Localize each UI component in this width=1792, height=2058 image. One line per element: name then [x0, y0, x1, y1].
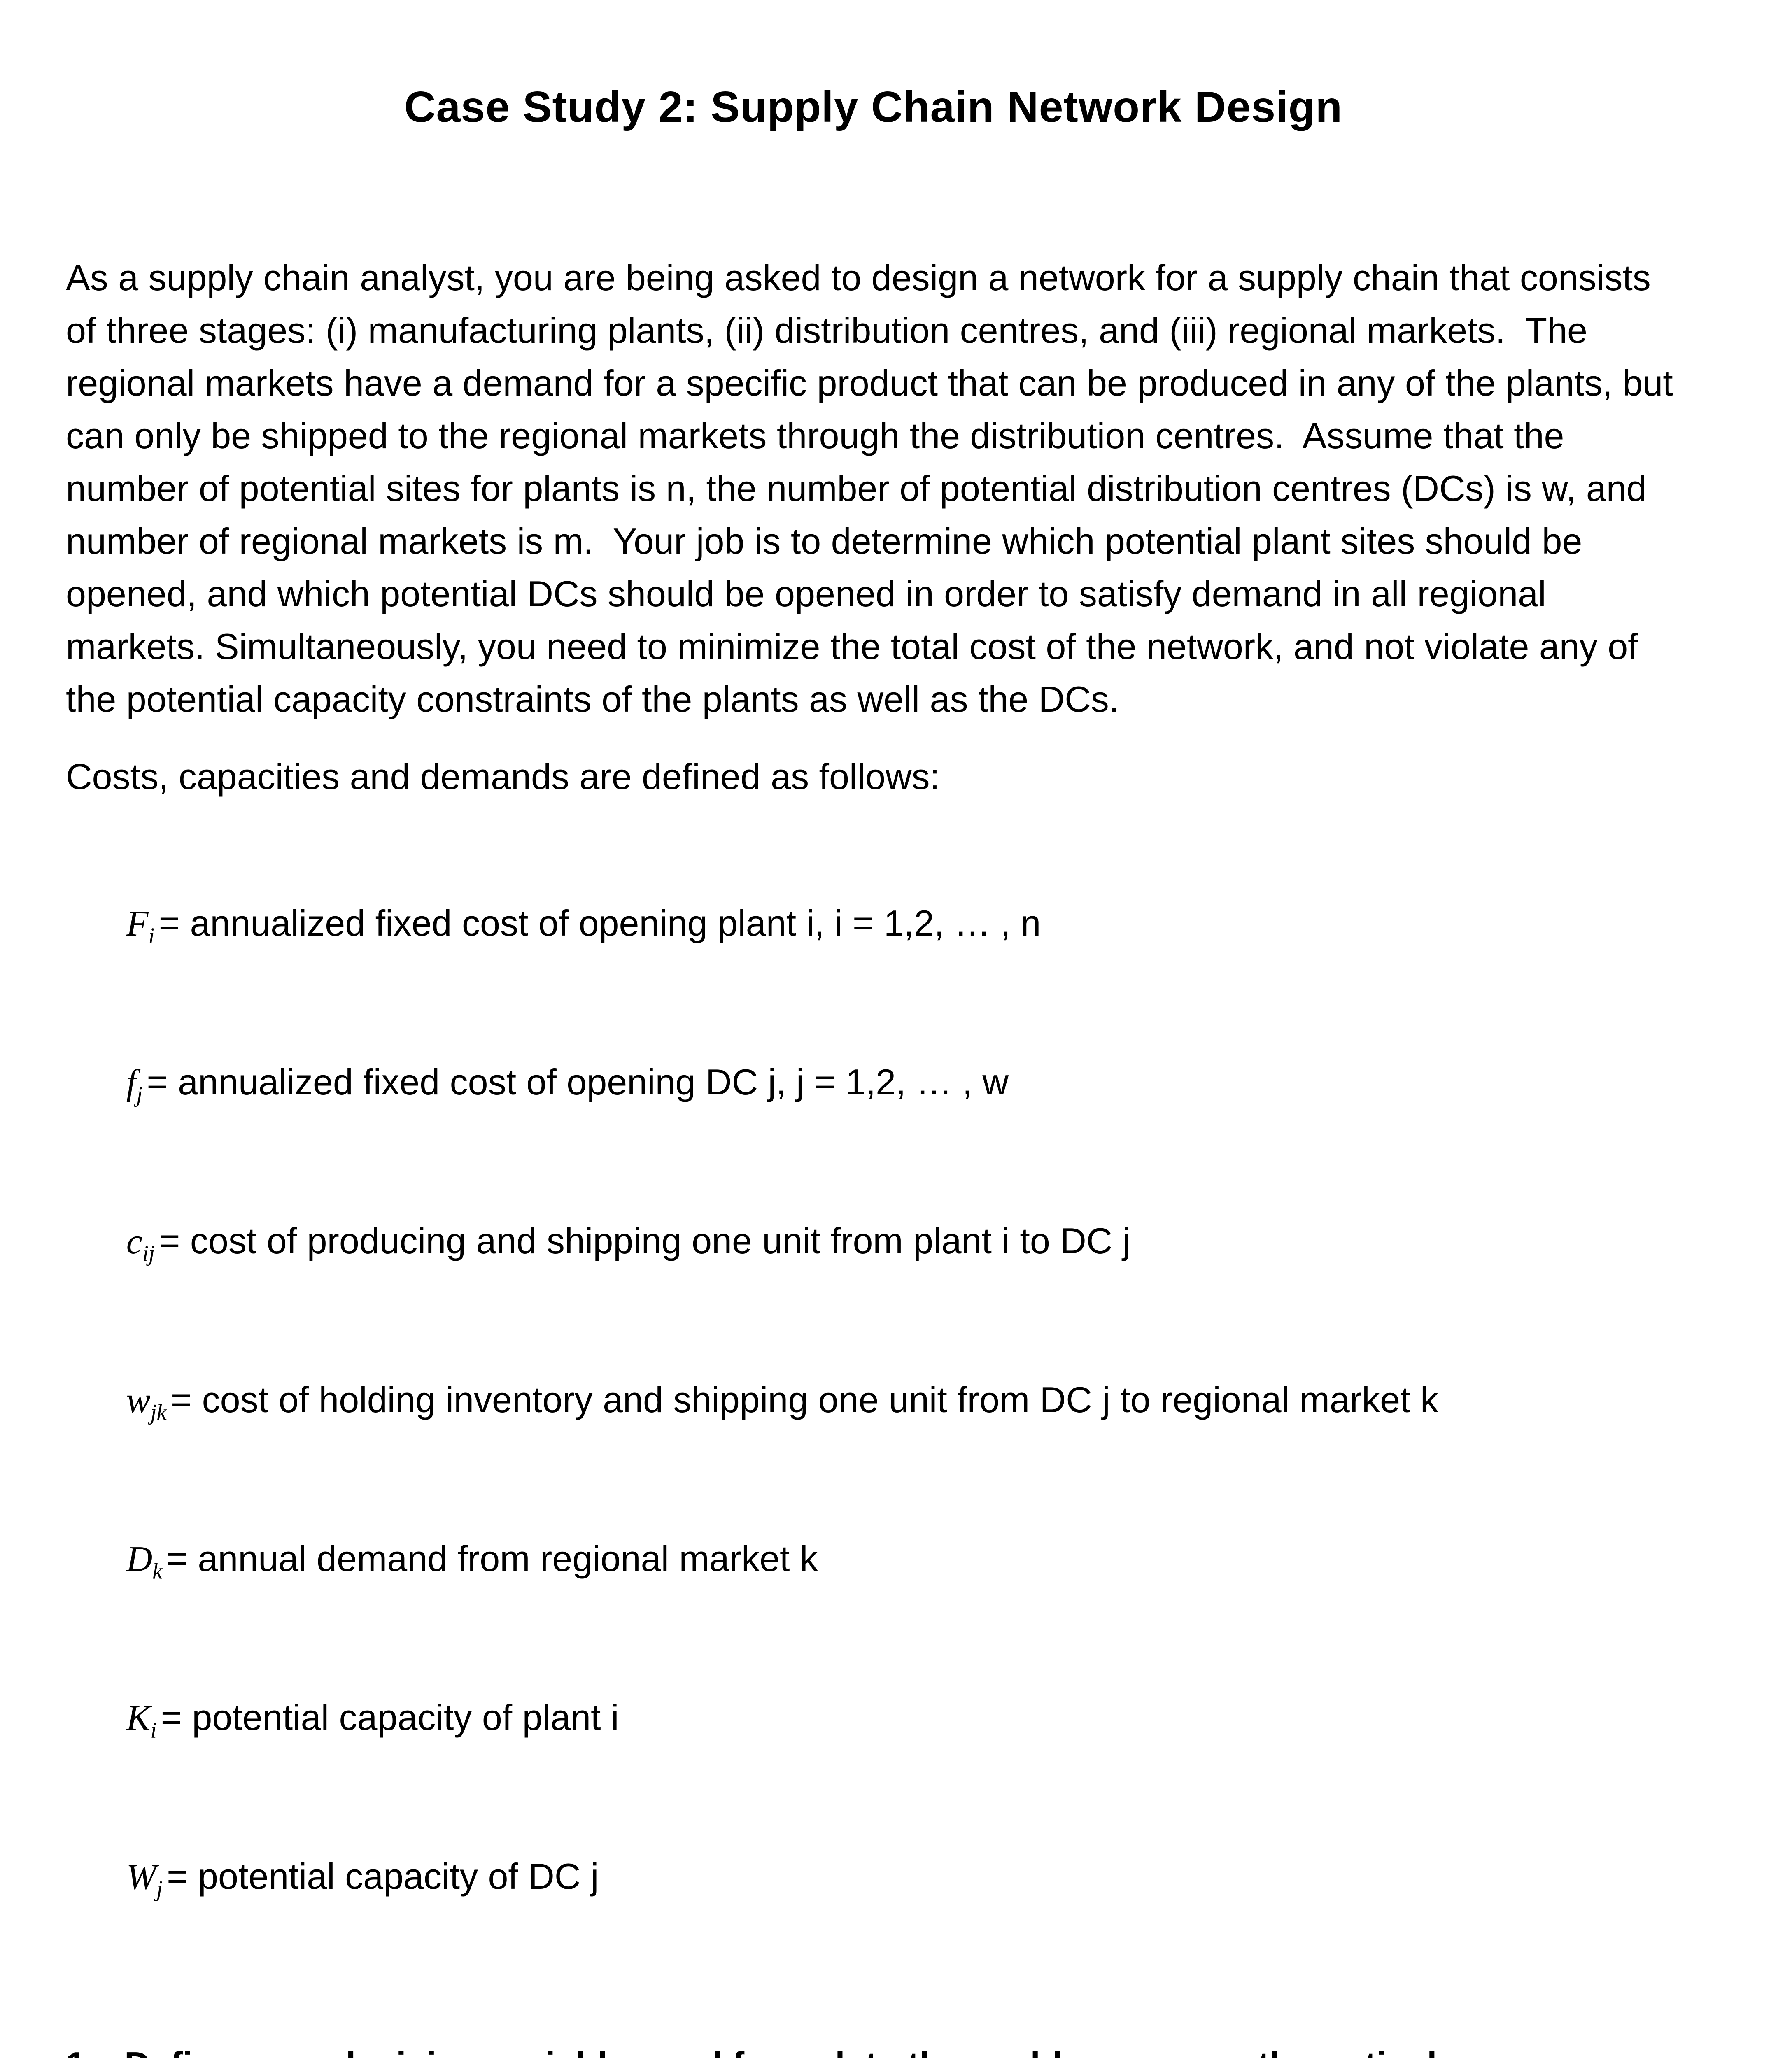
question-text: Define your decision variables and formu…: [124, 2039, 1656, 2058]
math-symbol: fj: [126, 1063, 143, 1107]
math-symbol: Ki: [126, 1698, 157, 1743]
definition-text: = potential capacity of plant i: [161, 1697, 619, 1738]
definition-text: = cost of holding inventory and shipping…: [170, 1379, 1439, 1420]
definition-text: = potential capacity of DC j: [167, 1856, 599, 1897]
math-symbol: Dk: [126, 1539, 163, 1584]
definition-text: = cost of producing and shipping one uni…: [159, 1220, 1131, 1261]
costs-intro-line: Costs, capacities and demands are define…: [66, 756, 940, 797]
definition-line: wjk = cost of holding inventory and shipp…: [66, 1321, 1681, 1480]
intro-paragraph: As a supply chain analyst, you are being…: [66, 257, 1683, 719]
definition-line: Fi = annualized fixed cost of opening pla…: [66, 844, 1681, 1003]
math-symbol: Fi: [126, 904, 155, 948]
page-title: Case Study 2: Supply Chain Network Desig…: [404, 83, 1343, 131]
definition-text: = annualized fixed cost of opening plant…: [158, 903, 1041, 943]
definition-line: Dk = annual demand from regional market k: [66, 1480, 1681, 1639]
definitions-list: Fi = annualized fixed cost of opening pla…: [66, 844, 1681, 1956]
definition-text: = annualized fixed cost of opening DC j,…: [147, 1062, 1009, 1102]
definition-line: fj = annualized fixed cost of opening DC …: [66, 1003, 1681, 1162]
question-number: 1.: [66, 2039, 124, 2058]
math-symbol: Wj: [126, 1857, 163, 1902]
definition-line: Wj = potential capacity of DC j: [66, 1797, 1681, 1956]
definition-text: = annual demand from regional market k: [166, 1538, 818, 1579]
math-symbol: wjk: [126, 1381, 167, 1425]
question-1: 1. Define your decision variables and fo…: [66, 2039, 1681, 2058]
definition-line: cij = cost of producing and shipping one …: [66, 1162, 1681, 1321]
math-symbol: cij: [126, 1222, 155, 1266]
definition-line: Ki = potential capacity of plant i: [66, 1639, 1681, 1797]
